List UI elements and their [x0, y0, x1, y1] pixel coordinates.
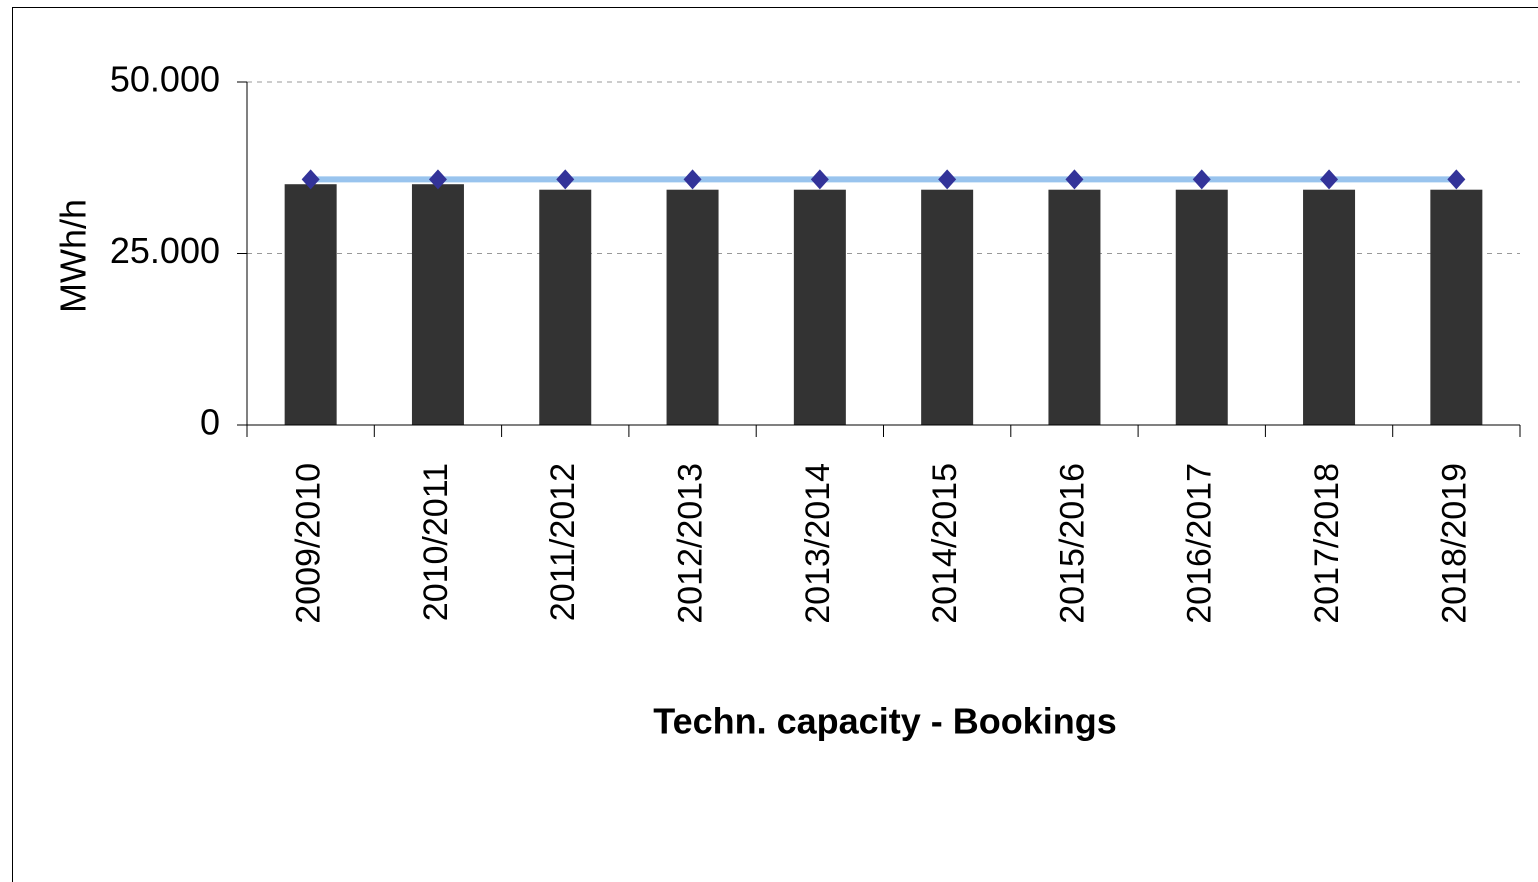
line-marker: [428, 169, 447, 190]
x-tick-label: 2018/2019: [1435, 463, 1473, 624]
x-tick-label: 2013/2014: [799, 463, 837, 624]
x-axis-title: Techn. capacity - Bookings: [653, 701, 1116, 742]
bar: [793, 189, 846, 425]
line-marker: [810, 169, 829, 190]
line-marker: [1065, 169, 1084, 190]
y-tick-label: 25.000: [110, 230, 220, 271]
x-tick-label: 2014/2015: [926, 463, 964, 624]
y-axis-title: MWh/h: [53, 199, 94, 313]
x-tick-label: 2016/2017: [1181, 463, 1219, 624]
x-tick-label: 2011/2012: [544, 463, 582, 621]
line-marker: [683, 169, 702, 190]
bar: [284, 184, 337, 425]
bar: [666, 189, 719, 425]
bar: [921, 189, 974, 425]
chart-frame: [12, 7, 1538, 882]
bar: [1430, 189, 1483, 425]
x-tick-label: 2009/2010: [290, 463, 328, 624]
line-marker: [1320, 169, 1339, 190]
line-marker: [301, 169, 320, 190]
bar: [1175, 189, 1228, 425]
line-marker: [1192, 169, 1211, 190]
bar: [539, 189, 592, 425]
line-marker: [1447, 169, 1466, 190]
line-marker: [556, 169, 575, 190]
x-tick-label: 2010/2011: [417, 463, 455, 621]
bar: [411, 184, 464, 425]
y-tick-label: 0: [200, 402, 220, 443]
x-tick-label: 2012/2013: [672, 463, 710, 624]
line-marker: [938, 169, 957, 190]
bar: [1303, 189, 1356, 425]
x-tick-label: 2017/2018: [1308, 463, 1346, 624]
x-tick-label: 2015/2016: [1053, 463, 1091, 624]
y-tick-label: 50.000: [110, 59, 220, 100]
bar: [1048, 189, 1101, 425]
